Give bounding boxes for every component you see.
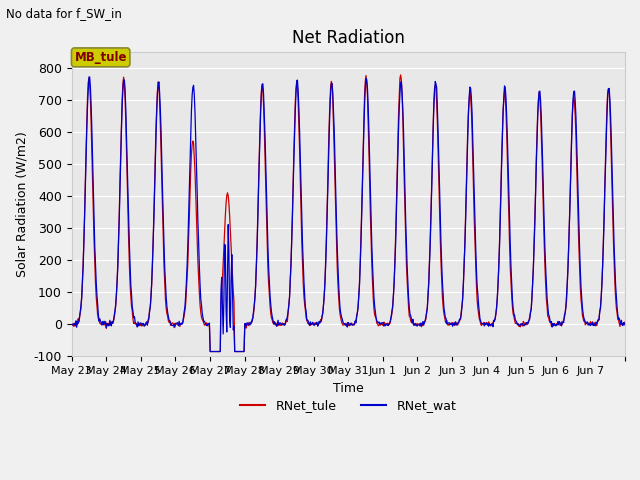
Legend: RNet_tule, RNet_wat: RNet_tule, RNet_wat — [236, 394, 461, 417]
Title: Net Radiation: Net Radiation — [292, 29, 404, 48]
Text: MB_tule: MB_tule — [74, 51, 127, 64]
Text: No data for f_SW_in: No data for f_SW_in — [6, 7, 122, 20]
Y-axis label: Solar Radiation (W/m2): Solar Radiation (W/m2) — [15, 131, 28, 277]
X-axis label: Time: Time — [333, 382, 364, 395]
